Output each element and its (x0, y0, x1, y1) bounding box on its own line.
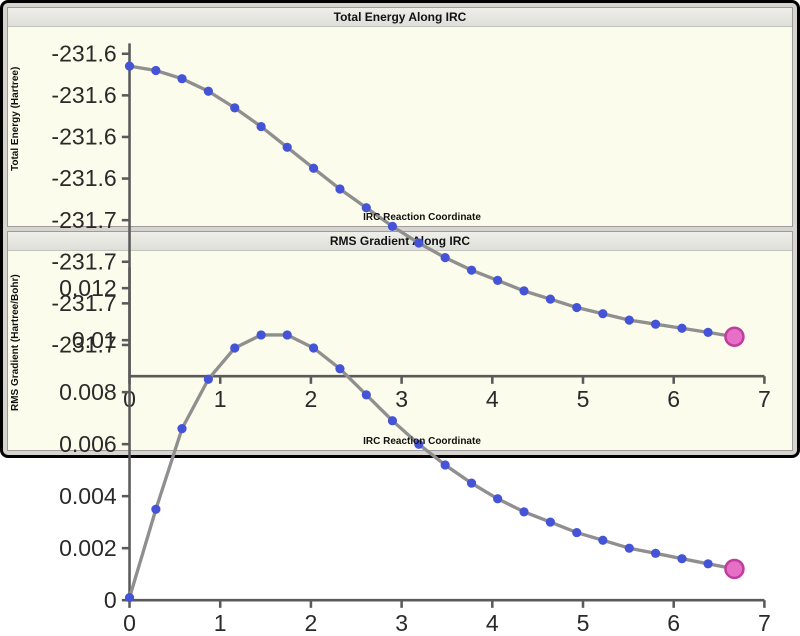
data-point-marker[interactable] (203, 86, 213, 96)
data-point-marker[interactable] (256, 121, 266, 132)
y-tick-label: 0.006 (59, 431, 117, 457)
data-point-marker[interactable] (572, 302, 582, 313)
final-point-marker[interactable] (724, 558, 745, 580)
data-point-marker[interactable] (703, 559, 713, 569)
data-point-marker[interactable] (230, 343, 240, 353)
data-point-marker[interactable] (308, 343, 319, 353)
total-energy-chart-area: Total Energy (Hartree) 01234567-231.6-23… (8, 27, 792, 411)
data-point-marker[interactable] (387, 221, 398, 232)
data-point-marker[interactable] (440, 253, 450, 263)
y-tick-label: -231.6 (51, 40, 116, 66)
data-point-marker[interactable] (308, 163, 319, 173)
data-point-marker[interactable] (572, 527, 582, 538)
x-tick-label: 0 (123, 610, 136, 636)
data-point-marker[interactable] (650, 548, 661, 558)
data-point-marker[interactable] (335, 184, 345, 194)
data-point-marker[interactable] (466, 265, 477, 275)
y-tick-label: -231.7 (51, 290, 116, 316)
x-tick-label: 4 (486, 610, 499, 636)
total-energy-chart-panel: Total Energy Along IRC Total Energy (Har… (7, 7, 793, 412)
x-tick-label: 6 (667, 386, 680, 412)
x-tick-label: 2 (305, 610, 318, 636)
data-point-marker[interactable] (703, 327, 713, 337)
y-axis-label: RMS Gradient (Hartree/Bohr) (10, 274, 21, 411)
data-point-marker[interactable] (677, 554, 687, 564)
x-axis-label: IRC Reaction Coordinate (363, 436, 481, 447)
data-point-marker[interactable] (677, 323, 687, 333)
x-tick-label: 3 (395, 610, 408, 636)
data-point-marker[interactable] (335, 364, 345, 374)
data-point-marker[interactable] (124, 592, 135, 603)
data-point-marker[interactable] (124, 61, 135, 71)
y-tick-label: 0.004 (59, 483, 117, 509)
data-point-marker[interactable] (282, 142, 292, 152)
y-tick-label: 0.008 (59, 379, 117, 405)
x-tick-label: 1 (214, 610, 227, 636)
final-point-marker[interactable] (724, 326, 745, 347)
data-point-marker[interactable] (624, 315, 634, 325)
y-tick-label: -231.7 (51, 248, 116, 274)
y-tick-label: 0.012 (59, 275, 117, 301)
data-point-marker[interactable] (177, 424, 187, 434)
data-point-marker[interactable] (519, 507, 529, 517)
data-point-marker[interactable] (493, 494, 503, 504)
x-axis-label: IRC Reaction Coordinate (363, 212, 481, 223)
y-tick-label: 0.01 (72, 327, 117, 353)
data-point-marker[interactable] (624, 543, 634, 553)
y-tick-label: -231.7 (51, 207, 116, 233)
y-tick-label: -231.6 (51, 82, 116, 108)
rms-gradient-chart-title: RMS Gradient Along IRC (8, 232, 792, 251)
data-point-marker[interactable] (361, 203, 371, 213)
rms-gradient-chart-area: RMS Gradient (Hartree/Bohr) 0 1 2 3 4 5 6 7 0 0.0… (8, 251, 792, 636)
x-tick-label: 5 (577, 610, 590, 636)
x-tick-label: 7 (758, 386, 771, 412)
x-tick-label: 7 (758, 610, 771, 636)
data-point-marker[interactable] (177, 74, 187, 84)
data-point-marker[interactable] (493, 275, 503, 286)
x-tick-label: 5 (577, 386, 590, 412)
data-point-marker[interactable] (598, 535, 608, 545)
data-point-marker[interactable] (361, 390, 371, 400)
data-point-marker[interactable] (545, 517, 555, 527)
data-point-marker[interactable] (519, 286, 529, 296)
data-point-marker[interactable] (414, 439, 424, 449)
data-point-marker[interactable] (387, 416, 398, 426)
data-point-marker[interactable] (440, 460, 450, 470)
total-energy-chart-title: Total Energy Along IRC (8, 8, 792, 27)
total-energy-plot[interactable]: 01234567-231.6-231.6-231.6-231.6-231.7-2… (22, 28, 790, 412)
y-axis-label: Total Energy (Hartree) (10, 66, 21, 171)
data-point-marker[interactable] (151, 65, 161, 76)
x-tick-label: 4 (486, 386, 499, 412)
x-tick-label: 1 (214, 386, 227, 412)
data-point-marker[interactable] (598, 309, 608, 319)
data-point-marker[interactable] (545, 294, 555, 304)
data-point-marker[interactable] (282, 330, 292, 340)
data-point-marker[interactable] (466, 478, 477, 488)
y-tick-label: -231.6 (51, 124, 116, 150)
y-tick-label: -231.6 (51, 165, 116, 191)
data-point-marker[interactable] (203, 374, 213, 384)
x-tick-label: 6 (667, 610, 680, 636)
data-line (127, 333, 735, 599)
y-tick-label: 0 (104, 587, 117, 613)
data-point-marker[interactable] (230, 103, 240, 113)
data-point-marker[interactable] (151, 504, 161, 514)
data-point-marker[interactable] (650, 319, 661, 329)
x-tick-label: 2 (305, 386, 318, 412)
rms-gradient-chart-panel: RMS Gradient Along IRC RMS Gradient (Har… (7, 231, 793, 636)
y-tick-label: -231.7 (51, 332, 116, 358)
data-point-marker[interactable] (256, 330, 266, 340)
x-tick-label: 3 (395, 386, 408, 412)
data-point-marker[interactable] (414, 238, 424, 248)
y-tick-label: 0.002 (59, 535, 117, 561)
